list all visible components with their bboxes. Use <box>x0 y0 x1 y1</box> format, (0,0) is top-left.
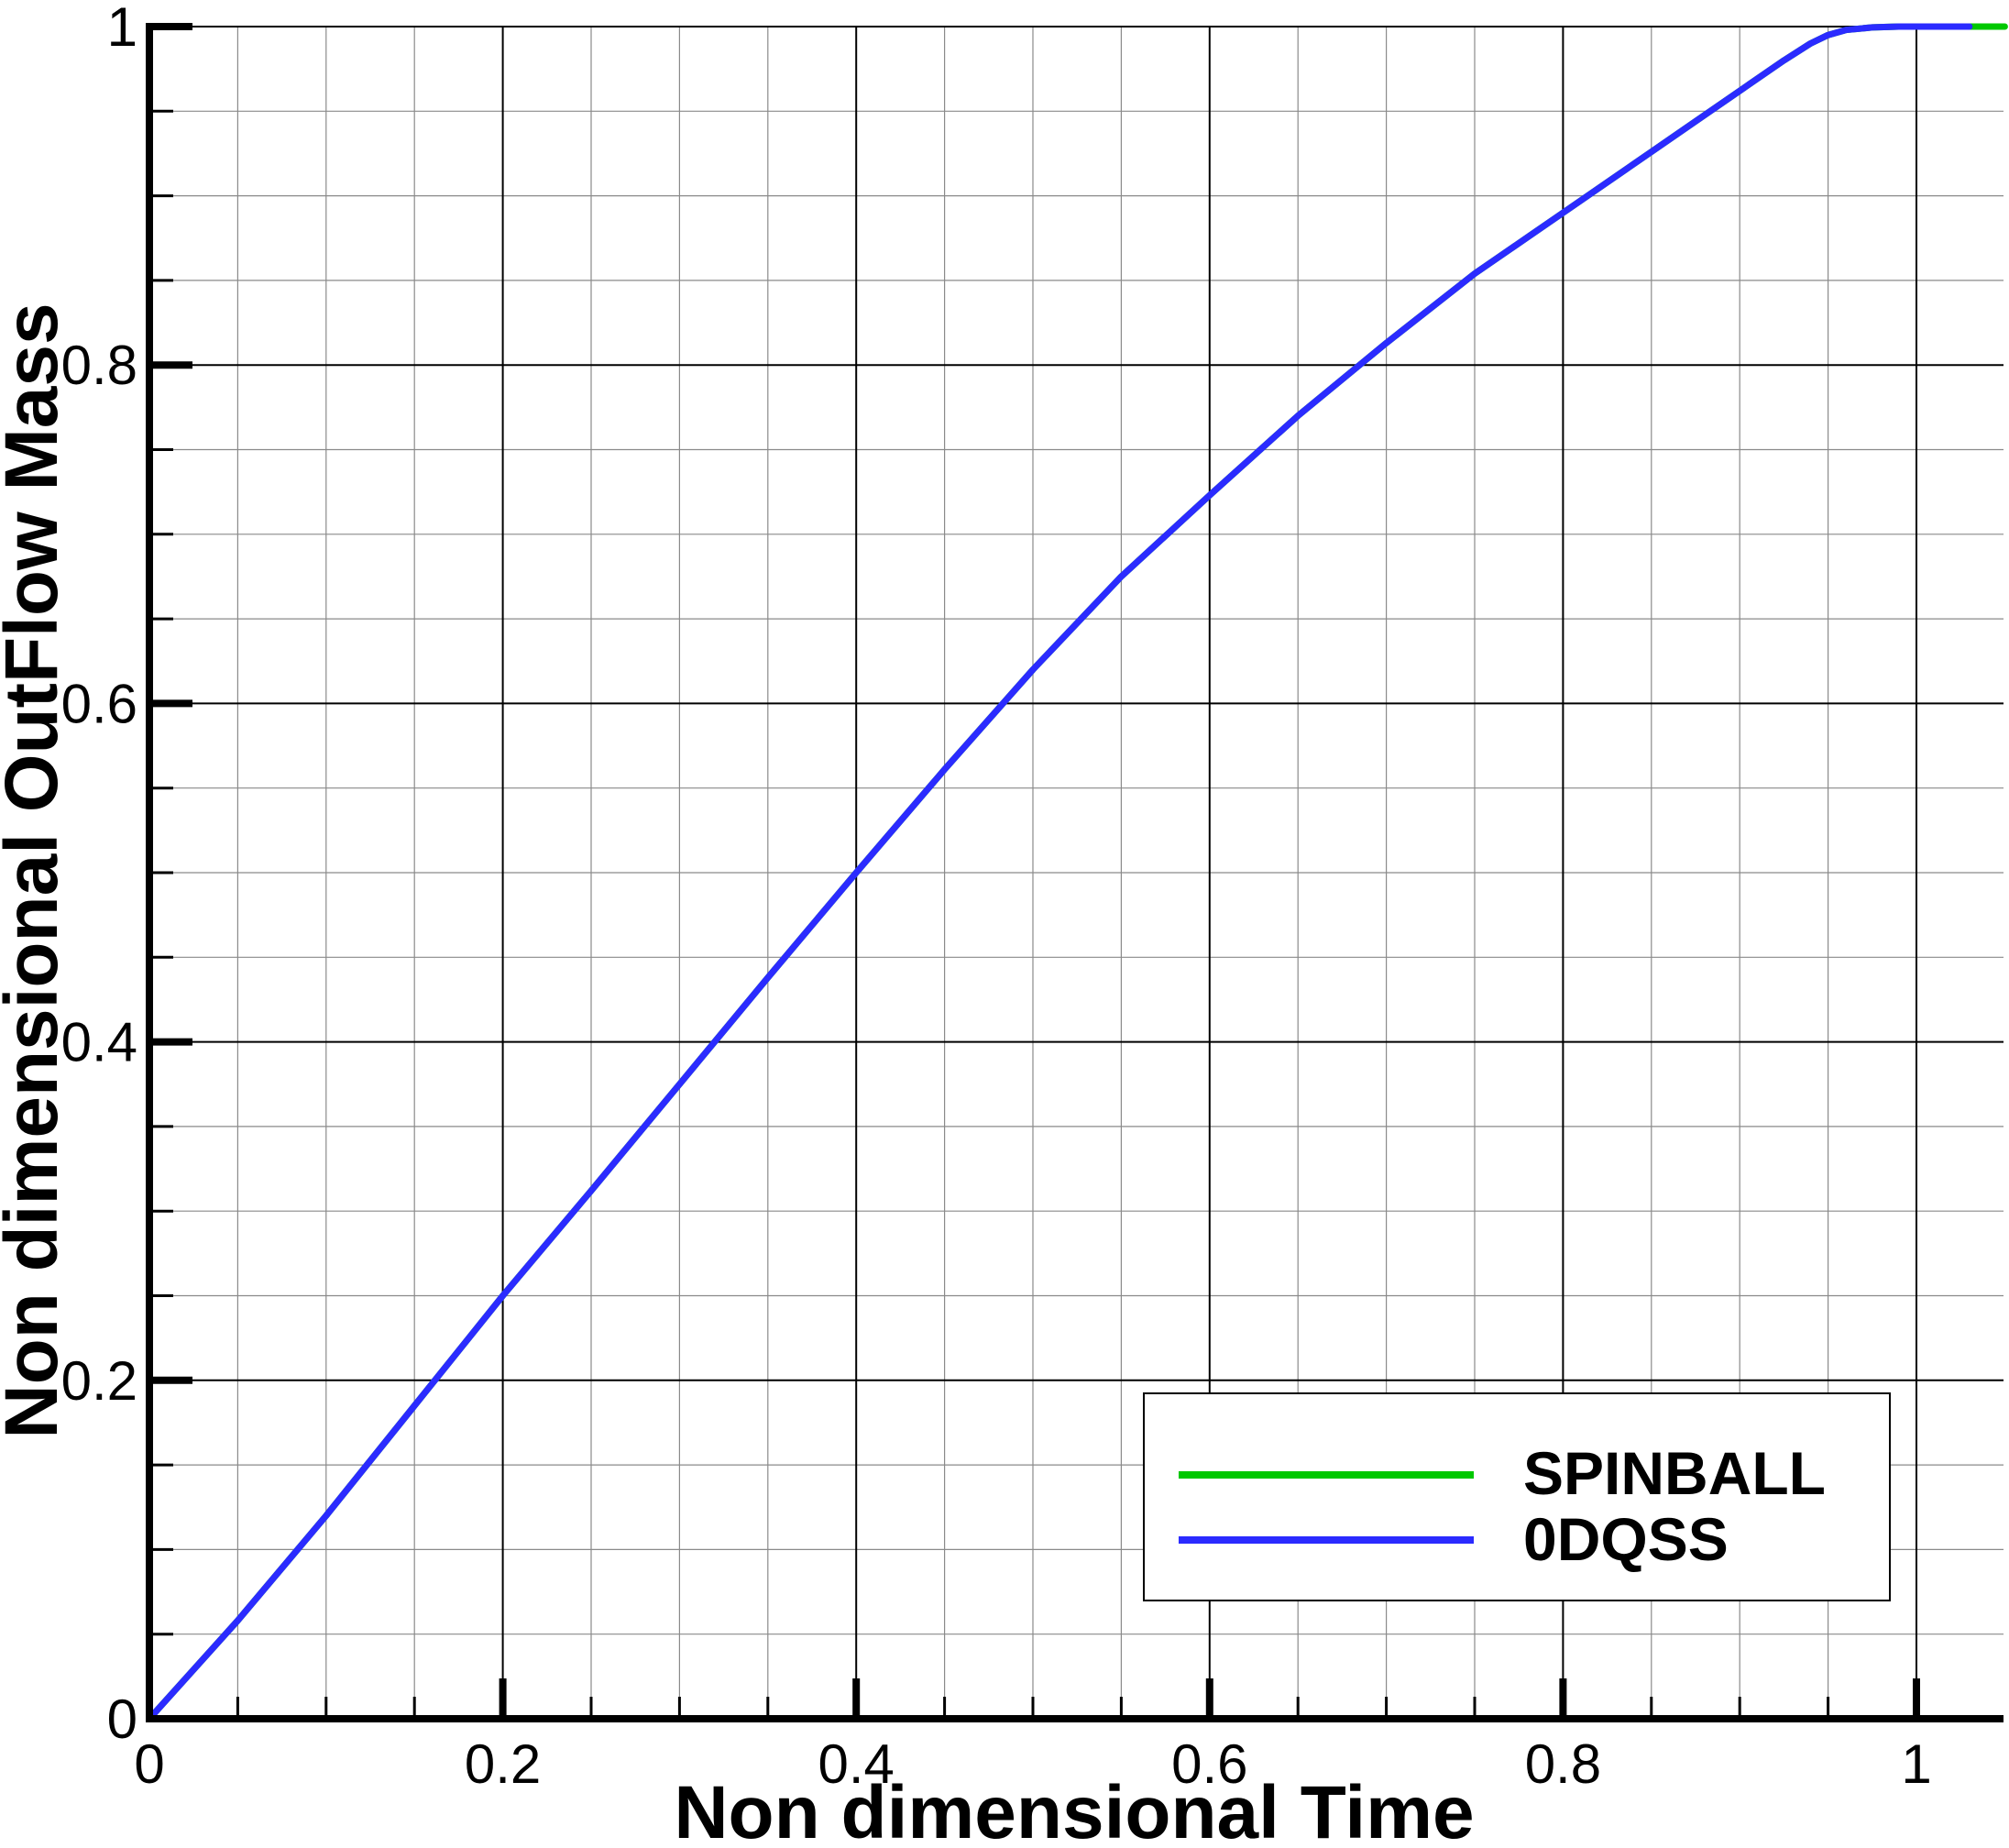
y-tick-label: 0.4 <box>61 1012 137 1073</box>
y-tick-label: 0 <box>107 1688 137 1750</box>
y-tick-label: 0.6 <box>61 673 137 734</box>
x-tick-label: 0.2 <box>465 1733 541 1795</box>
y-axis-title: Non dimensional OutFlow Mass <box>0 302 73 1438</box>
x-tick-label: 0.4 <box>818 1733 894 1795</box>
legend: SPINBALL 0DQSS <box>1143 1392 1891 1601</box>
axes <box>146 23 2004 1722</box>
y-tick-label: 0.8 <box>61 335 137 396</box>
tick-labels: 0 0.2 0.4 0.6 0.8 1 0 0.2 0.4 0.6 0.8 1 <box>61 0 1932 1795</box>
x-tick-label: 0.8 <box>1525 1733 1601 1795</box>
series-line-0dqss <box>146 23 1973 1722</box>
legend-box <box>1143 1392 1891 1601</box>
x-axis-title: Non dimensional Time <box>674 1771 1474 1848</box>
legend-label-0dqss: 0DQSS <box>1523 1505 1729 1573</box>
x-tick-label: 1 <box>1901 1733 1931 1795</box>
series-lines <box>146 23 2008 1722</box>
x-tick-label: 0 <box>134 1733 164 1795</box>
y-tick-label: 0.2 <box>61 1350 137 1412</box>
legend-label-spinball: SPINBALL <box>1523 1439 1826 1507</box>
x-tick-label: 0.6 <box>1171 1733 1247 1795</box>
y-tick-label: 1 <box>107 0 137 58</box>
